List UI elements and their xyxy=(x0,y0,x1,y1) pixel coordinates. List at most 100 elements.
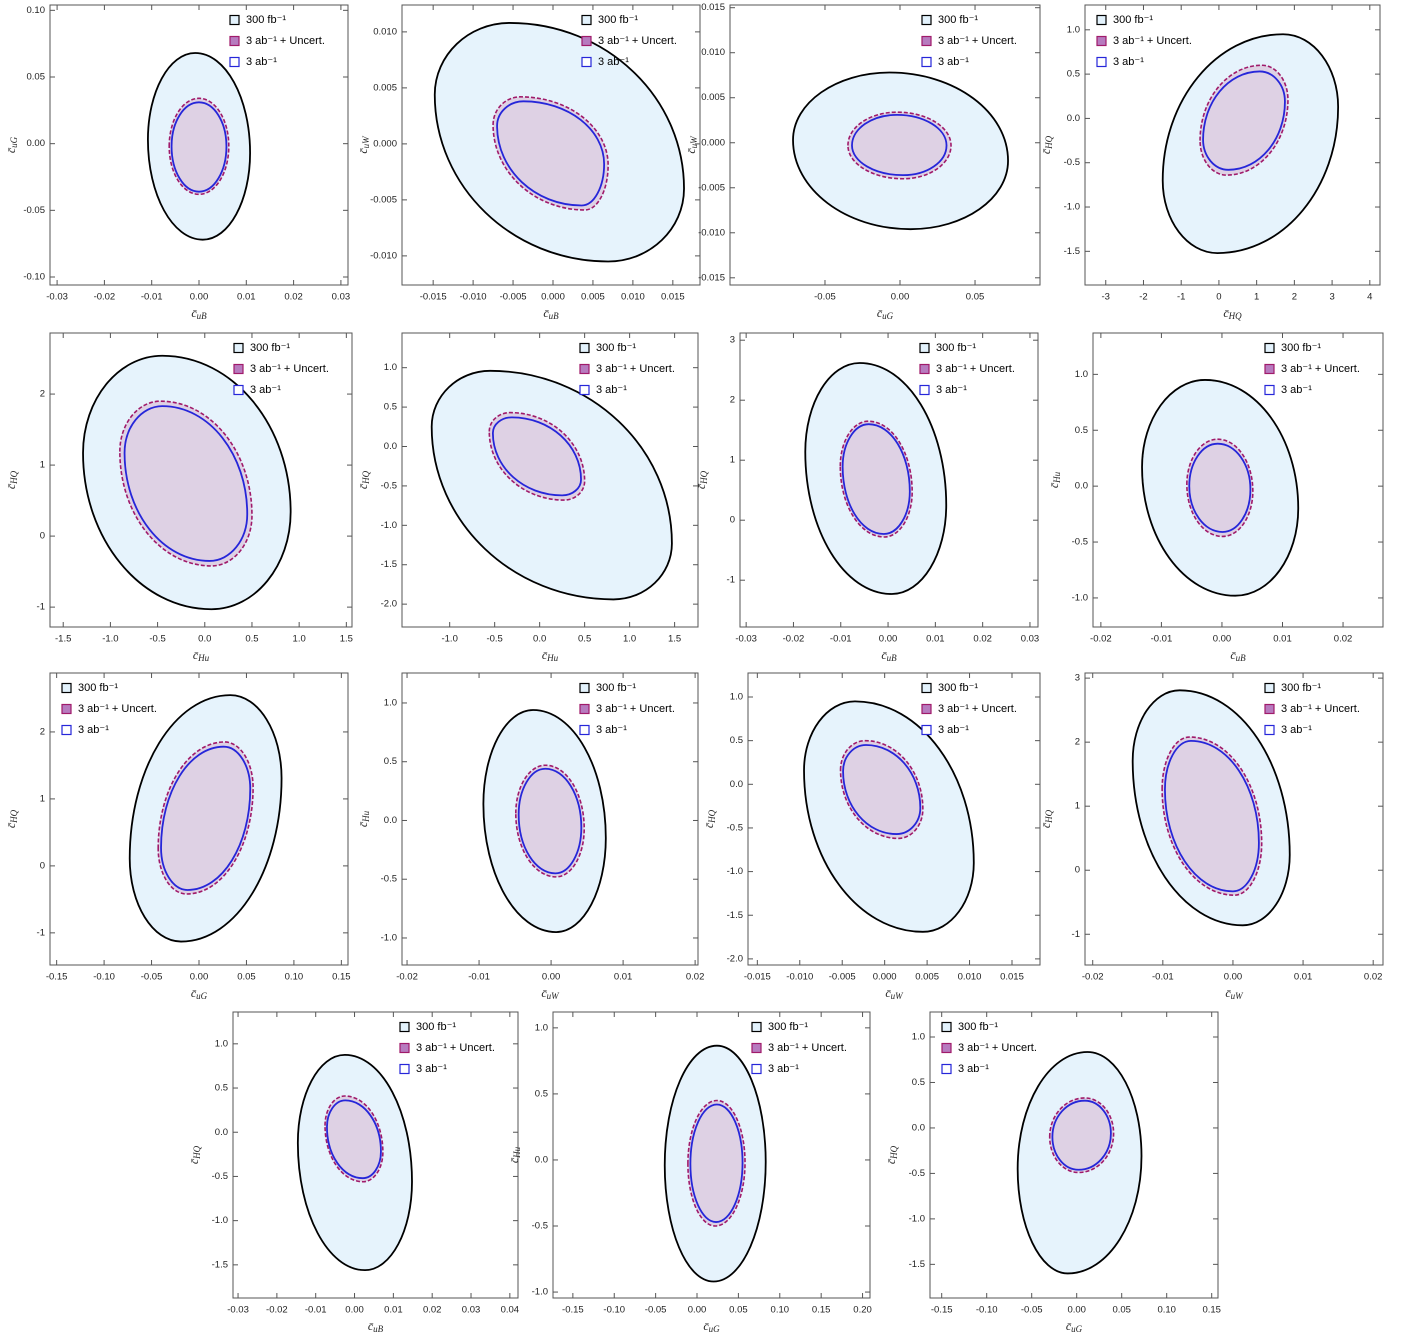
x-tick-label: -0.01 xyxy=(1152,972,1174,983)
x-tick-label: -1.0 xyxy=(102,634,118,645)
y-tick-label: 1.0 xyxy=(535,1022,548,1033)
legend-label: 3 ab⁻¹ + Uncert. xyxy=(416,1042,495,1054)
axis-subscript: Hu xyxy=(512,1146,522,1158)
x-tick-label: 0.00 xyxy=(1224,972,1243,983)
legend-label: 3 ab⁻¹ + Uncert. xyxy=(596,363,675,375)
y-tick-label: 0.0 xyxy=(535,1154,548,1165)
legend-swatch xyxy=(921,35,932,47)
legend-swatch xyxy=(921,14,932,26)
y-tick-label: 1.0 xyxy=(384,362,397,373)
y-tick-label: -1.0 xyxy=(532,1287,548,1298)
y-tick-label: 0.000 xyxy=(701,137,725,148)
y-tick-label: 0.5 xyxy=(1075,425,1088,436)
x-axis-label: c̄uW xyxy=(1225,986,1244,1001)
y-tick-label: 0 xyxy=(40,860,45,871)
y-tick-label: -1.0 xyxy=(1064,202,1080,213)
confidence-ellipse xyxy=(157,741,254,895)
y-tick-label: -1.5 xyxy=(727,910,743,921)
legend-label: 300 fb⁻¹ xyxy=(938,14,978,26)
legend-swatch xyxy=(921,703,932,715)
y-tick-label: -0.5 xyxy=(1072,537,1088,548)
axis-symbol: c̄ xyxy=(356,821,370,827)
confidence-ellipse xyxy=(1188,442,1252,533)
y-tick-label: 2 xyxy=(40,726,45,737)
axis-symbol: c̄ xyxy=(702,822,716,828)
legend-label: 300 fb⁻¹ xyxy=(1113,14,1153,26)
axis-symbol: c̄ xyxy=(4,147,18,153)
axis-symbol: c̄ xyxy=(1066,1319,1072,1333)
legend-swatch xyxy=(751,1042,762,1054)
x-tick-label: -0.02 xyxy=(266,1305,288,1316)
y-tick-label: -0.010 xyxy=(370,250,397,261)
y-axis-label: c̄Hu xyxy=(507,1146,522,1163)
legend-swatch xyxy=(61,703,72,715)
x-tick-label: 0.010 xyxy=(621,292,645,303)
y-axis-label: c̄HQ xyxy=(694,470,709,489)
y-tick-label: 3 xyxy=(730,335,735,346)
x-tick-label: 0.05 xyxy=(1112,1305,1131,1316)
y-tick-label: -0.5 xyxy=(381,874,397,885)
legend-swatch xyxy=(579,682,590,694)
x-tick-label: 0.0 xyxy=(533,634,546,645)
legend-label: 3 ab⁻¹ xyxy=(938,724,969,736)
plot-frame xyxy=(401,672,699,966)
axis-symbol: c̄ xyxy=(1039,822,1053,828)
legend-swatch xyxy=(941,1042,952,1054)
y-tick-label: -1.5 xyxy=(212,1259,228,1270)
y-tick-label: -1.5 xyxy=(381,559,397,570)
y-tick-label: 2 xyxy=(730,395,735,406)
x-tick-label: 0.01 xyxy=(384,1305,403,1316)
x-tick-label: 2 xyxy=(1292,292,1297,303)
legend-label: 3 ab⁻¹ + Uncert. xyxy=(598,35,677,47)
confidence-ellipse xyxy=(326,1099,382,1180)
legend-swatch xyxy=(1264,342,1275,354)
x-tick-label: 0.01 xyxy=(1273,634,1292,645)
y-tick-label: -1.0 xyxy=(381,932,397,943)
y-axis-label: c̄Hu xyxy=(356,810,371,827)
axis-subscript: HQ xyxy=(707,809,717,823)
y-tick-label: 2 xyxy=(40,389,45,400)
x-tick-label: -1.5 xyxy=(55,634,71,645)
axis-subscript: uB xyxy=(887,653,898,663)
axis-subscript: HQ xyxy=(699,470,709,484)
legend-label: 3 ab⁻¹ xyxy=(250,384,281,396)
panel: -0.02 -0.01 0.00 0.01 0.02 -1.0 -0.5 0.0 0.5 1.0 c… xyxy=(356,672,705,1001)
axis-symbol: c̄ xyxy=(1047,482,1061,488)
x-tick-label: 0.01 xyxy=(614,972,633,983)
legend-label: 3 ab⁻¹ xyxy=(1281,384,1312,396)
legend-swatch xyxy=(579,703,590,715)
axis-symbol: c̄ xyxy=(187,1158,201,1164)
x-tick-label: -3 xyxy=(1102,292,1110,303)
y-tick-label: -1.0 xyxy=(727,866,743,877)
legend-swatch xyxy=(233,363,244,375)
y-tick-label: -1.0 xyxy=(212,1215,228,1226)
panel: -0.03 -0.02 -0.01 0.00 0.01 0.02 0.03 0.04 -1.5 -… xyxy=(187,1011,520,1334)
y-tick-label: 0.0 xyxy=(1075,481,1088,492)
y-tick-label: -0.5 xyxy=(1064,157,1080,168)
x-tick-label: 0.04 xyxy=(501,1305,520,1316)
y-tick-label: -0.005 xyxy=(370,194,397,205)
y-tick-label: 0 xyxy=(1075,865,1080,876)
x-tick-label: 0.05 xyxy=(237,972,256,983)
legend-swatch xyxy=(399,1021,410,1033)
x-tick-label: 0.0 xyxy=(198,634,211,645)
x-axis-label: c̄uB xyxy=(368,1319,384,1334)
y-tick-label: 0.005 xyxy=(701,92,725,103)
y-tick-label: 1 xyxy=(40,793,45,804)
legend-label: 3 ab⁻¹ + Uncert. xyxy=(78,703,157,715)
plot-frame xyxy=(1092,332,1384,628)
plot-frame xyxy=(1084,672,1384,966)
x-tick-label: -0.010 xyxy=(460,292,487,303)
axis-subscript: uW xyxy=(361,135,371,149)
x-tick-label: 0.02 xyxy=(686,972,705,983)
y-tick-label: 0.010 xyxy=(373,26,397,37)
legend-label: 300 fb⁻¹ xyxy=(1281,682,1321,694)
legend-label: 3 ab⁻¹ xyxy=(936,384,967,396)
x-tick-label: -0.02 xyxy=(783,634,805,645)
y-tick-label: 0.5 xyxy=(730,735,743,746)
legend-label: 300 fb⁻¹ xyxy=(596,342,636,354)
x-tick-label: 3 xyxy=(1329,292,1334,303)
legend-label: 3 ab⁻¹ + Uncert. xyxy=(246,35,325,47)
y-tick-label: -0.5 xyxy=(727,822,743,833)
x-tick-label: -0.03 xyxy=(227,1305,249,1316)
